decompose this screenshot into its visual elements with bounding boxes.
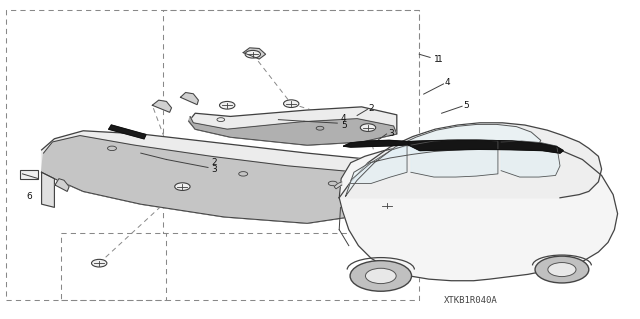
Polygon shape — [411, 140, 498, 177]
Text: 5: 5 — [463, 101, 469, 110]
Text: 6: 6 — [26, 192, 31, 201]
Polygon shape — [42, 172, 54, 207]
Circle shape — [360, 124, 376, 131]
Text: 1: 1 — [434, 55, 439, 63]
Circle shape — [350, 261, 412, 291]
Polygon shape — [152, 100, 172, 112]
Circle shape — [245, 50, 260, 58]
Text: 1: 1 — [436, 55, 442, 63]
Polygon shape — [339, 123, 602, 198]
Polygon shape — [180, 93, 198, 105]
Polygon shape — [371, 160, 397, 214]
Circle shape — [220, 101, 235, 109]
Text: 4: 4 — [445, 78, 451, 87]
Text: 5: 5 — [341, 121, 346, 130]
Text: 4: 4 — [341, 114, 346, 122]
Polygon shape — [42, 136, 397, 223]
Polygon shape — [243, 48, 266, 59]
Circle shape — [548, 263, 576, 277]
Circle shape — [92, 259, 107, 267]
Text: XTKB1R040A: XTKB1R040A — [444, 296, 497, 305]
Bar — [20, 170, 38, 179]
Circle shape — [365, 268, 396, 284]
Polygon shape — [351, 145, 407, 183]
Polygon shape — [501, 141, 560, 177]
Circle shape — [380, 202, 395, 210]
Polygon shape — [189, 107, 397, 145]
Text: 2: 2 — [212, 158, 217, 167]
Text: 3: 3 — [212, 165, 217, 174]
Circle shape — [284, 100, 299, 108]
Polygon shape — [55, 179, 69, 191]
Polygon shape — [346, 124, 541, 196]
Polygon shape — [344, 140, 408, 147]
Circle shape — [175, 183, 190, 190]
Text: 3: 3 — [388, 129, 394, 138]
Polygon shape — [339, 140, 618, 281]
Polygon shape — [109, 125, 146, 139]
Polygon shape — [334, 182, 342, 189]
Circle shape — [535, 256, 589, 283]
Polygon shape — [42, 131, 397, 223]
Text: 2: 2 — [369, 104, 374, 113]
Polygon shape — [408, 140, 563, 153]
Polygon shape — [189, 116, 397, 145]
